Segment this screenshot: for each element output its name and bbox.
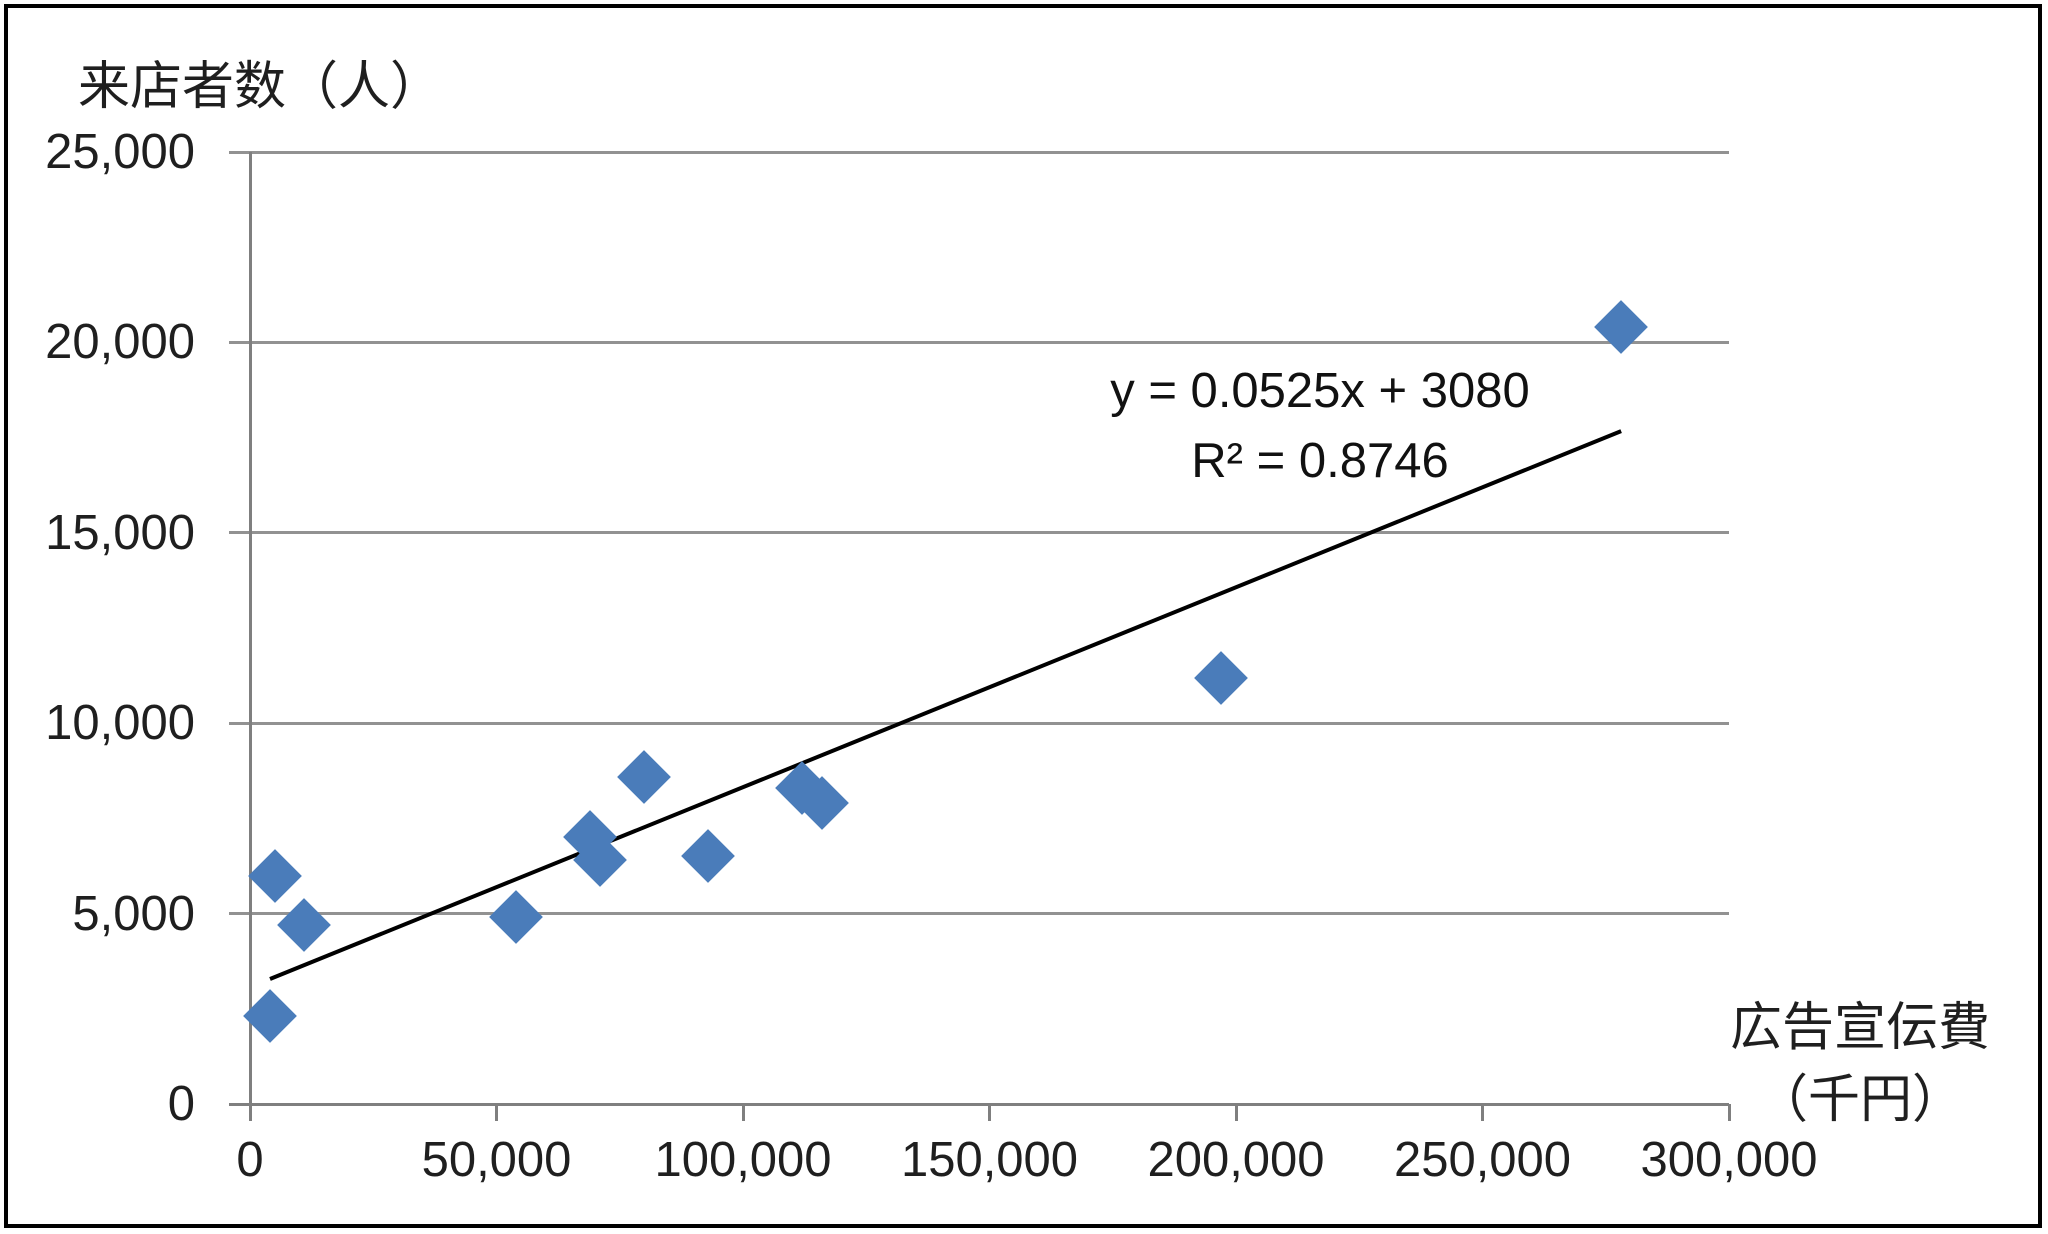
y-tick-label-0: 0 [167, 1077, 195, 1131]
x-tick-250000 [1481, 1104, 1484, 1121]
x-tick-150000 [988, 1104, 991, 1121]
trendline-annotation: y = 0.0525x + 3080 R² = 0.8746 [1020, 356, 1620, 496]
trendline-equation: y = 0.0525x + 3080 [1110, 364, 1530, 418]
y-gridline-5000 [229, 912, 1729, 916]
x-tick-label-300000: 300,000 [1640, 1133, 1818, 1187]
x-tick-label-250000: 250,000 [1393, 1133, 1572, 1187]
trendline-r-squared: R² = 0.8746 [1191, 434, 1449, 488]
data-point-2 [277, 898, 332, 952]
x-tick-label-200000: 200,000 [1147, 1133, 1325, 1187]
y-tick-label-5000: 5,000 [72, 886, 195, 941]
y-tick-label-15000: 15,000 [45, 505, 195, 560]
x-axis-title-line-2: （千円） [1755, 1071, 1964, 1129]
x-axis-title-line-1: 広告宣伝費 [1729, 999, 1990, 1057]
x-tick-label-0: 0 [236, 1133, 264, 1187]
chart-frame [4, 4, 2042, 1228]
y-axis-line [248, 152, 252, 1120]
x-tick-label-50000: 50,000 [421, 1133, 572, 1187]
data-point-1 [247, 848, 302, 903]
x-tick-200000 [1234, 1104, 1238, 1121]
x-tick-label-100000: 100,000 [654, 1133, 832, 1187]
y-tick-label-10000: 10,000 [45, 696, 195, 751]
x-axis-title: 広告宣伝費 （千円） [1660, 992, 2048, 1136]
y-gridline-10000 [229, 721, 1729, 725]
x-tick-0 [248, 1104, 252, 1121]
y-tick-label-25000: 25,000 [45, 125, 195, 179]
data-point-11 [1593, 300, 1648, 355]
x-tick-label-150000: 150,000 [900, 1133, 1079, 1187]
x-tick-50000 [495, 1104, 498, 1121]
data-point-6 [617, 749, 672, 804]
y-tick-0 [229, 1102, 250, 1106]
y-gridline-25000 [229, 150, 1729, 154]
y-tick-label-20000: 20,000 [45, 315, 195, 370]
y-axis-title: 来店者数（人） [78, 58, 443, 116]
y-gridline-15000 [229, 531, 1729, 535]
data-point-10 [1194, 650, 1249, 705]
x-tick-100000 [741, 1104, 745, 1121]
trendline [268, 429, 1622, 981]
y-gridline-20000 [229, 340, 1729, 344]
data-point-7 [681, 829, 736, 884]
x-tick-300000 [1727, 1104, 1731, 1121]
data-point-3 [489, 890, 544, 945]
